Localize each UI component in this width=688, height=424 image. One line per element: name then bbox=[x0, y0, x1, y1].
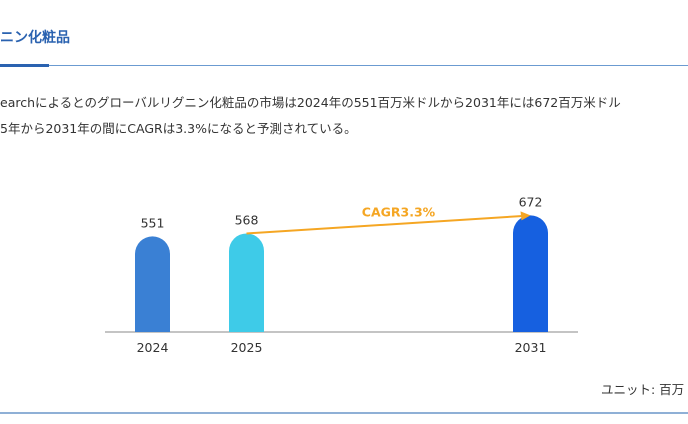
tab-divider bbox=[0, 65, 688, 66]
x-tick-label: 2031 bbox=[515, 340, 547, 355]
bottom-divider bbox=[0, 412, 688, 414]
unit-label: ユニット: 百万 bbox=[601, 382, 685, 397]
arrow-head-icon bbox=[520, 211, 531, 221]
bar-2024 bbox=[135, 236, 170, 332]
data-label: 672 bbox=[519, 194, 543, 209]
bar-2031 bbox=[513, 215, 548, 332]
active-tab-indicator bbox=[0, 64, 49, 67]
data-label: 551 bbox=[141, 215, 165, 230]
description: earchによるとのグローバルリグニン化粧品の市場は2024年の551百万米ドル… bbox=[0, 90, 621, 142]
description-line: earchによるとのグローバルリグニン化粧品の市場は2024年の551百万米ドル… bbox=[0, 95, 621, 110]
bar-2025 bbox=[229, 233, 264, 332]
description-line: 5年から2031年の間にCAGRは3.3%になると予測されている。 bbox=[0, 121, 357, 136]
x-tick-label: 2024 bbox=[137, 340, 169, 355]
cagr-label: CAGR3.3% bbox=[362, 204, 436, 219]
x-tick-label: 2025 bbox=[231, 340, 263, 355]
cagr-arrow bbox=[246, 215, 523, 235]
section-title: ニン化粧品 bbox=[0, 30, 70, 46]
data-label: 568 bbox=[235, 212, 259, 227]
